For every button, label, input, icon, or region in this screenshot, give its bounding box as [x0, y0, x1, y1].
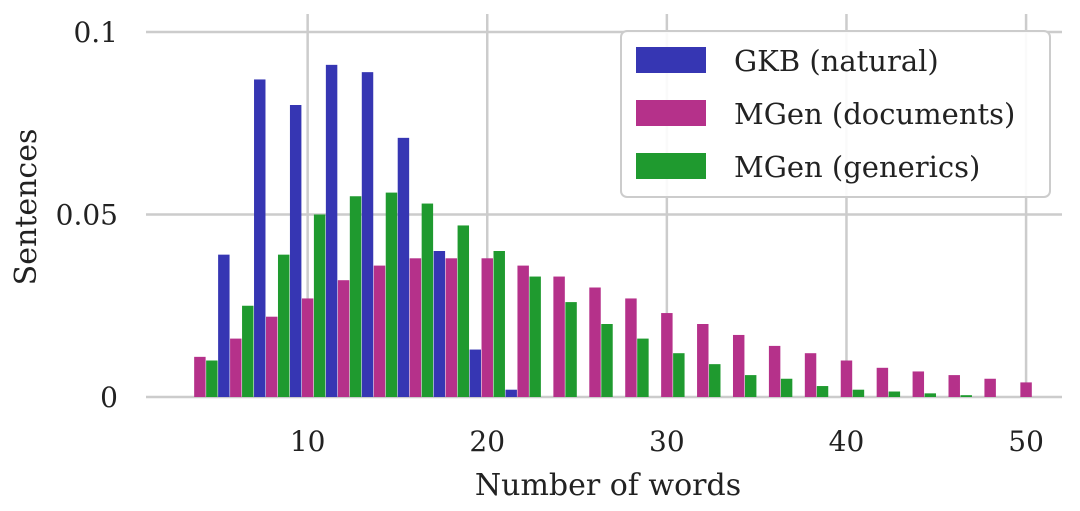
- bar: [876, 367, 889, 397]
- bar: [337, 280, 350, 397]
- bar: [637, 338, 649, 397]
- bar: [505, 389, 517, 397]
- x-tick-label: 20: [469, 425, 505, 458]
- x-tick-label: 30: [649, 425, 685, 458]
- bar: [289, 105, 302, 397]
- x-axis-title: Number of words: [475, 468, 741, 503]
- bar: [697, 324, 709, 397]
- bar: [206, 360, 218, 397]
- bar: [816, 386, 829, 397]
- legend-swatch: [636, 153, 706, 179]
- bar: [254, 79, 266, 397]
- bar: [601, 324, 613, 397]
- bar: [266, 316, 278, 397]
- bar: [313, 214, 326, 397]
- bar: [553, 276, 565, 397]
- bar: [409, 258, 422, 397]
- bars: [194, 64, 1032, 398]
- bar: [194, 356, 206, 397]
- bar: [433, 251, 446, 397]
- legend-label: GKB (natural): [734, 44, 939, 78]
- bar: [948, 375, 960, 397]
- legend-swatch: [636, 47, 706, 73]
- legend-box: [620, 30, 1051, 198]
- bar: [481, 258, 493, 397]
- bar: [625, 298, 637, 397]
- bar: [589, 287, 601, 397]
- bar: [230, 338, 242, 397]
- bar: [385, 192, 398, 397]
- bar: [768, 345, 781, 397]
- bar: [661, 313, 673, 397]
- legend: GKB (natural) MGen (documents) MGen (gener…: [620, 30, 1051, 198]
- bar: [780, 378, 793, 397]
- bar: [218, 254, 230, 397]
- bar: [804, 353, 817, 397]
- bar: [912, 371, 925, 397]
- bar: [445, 258, 458, 397]
- bar: [840, 360, 853, 397]
- bar: [373, 265, 386, 397]
- y-tick-label: 0.1: [73, 16, 118, 49]
- legend-label: MGen (generics): [734, 150, 980, 184]
- bar: [457, 225, 470, 397]
- bar: [744, 375, 757, 397]
- bar: [325, 64, 338, 397]
- x-tick-label: 40: [829, 425, 865, 458]
- bar: [421, 203, 434, 397]
- bar: [529, 276, 541, 397]
- bar: [242, 305, 254, 397]
- bar: [493, 251, 505, 397]
- bar: [397, 137, 410, 397]
- bar: [709, 364, 721, 397]
- tick-labels: 10 20 30 40 50 0 0.05 0.1: [56, 16, 1044, 458]
- bar: [277, 254, 290, 397]
- x-tick-label: 50: [1008, 425, 1044, 458]
- x-tick-label: 10: [290, 425, 326, 458]
- bar: [888, 391, 901, 397]
- bar: [301, 298, 314, 397]
- bar: [349, 196, 362, 397]
- bar: [565, 302, 577, 397]
- bar: [673, 353, 685, 397]
- bar: [361, 72, 374, 398]
- bar: [732, 334, 745, 397]
- bar: [984, 378, 996, 397]
- legend-label: MGen (documents): [734, 97, 1015, 131]
- bar: [469, 349, 482, 397]
- y-tick-label: 0.05: [56, 199, 118, 232]
- legend-swatch: [636, 100, 706, 126]
- y-tick-label: 0: [100, 381, 118, 414]
- bar: [960, 395, 972, 397]
- bar: [517, 265, 529, 397]
- y-axis-title: Sentences: [9, 129, 44, 286]
- bar: [852, 389, 865, 397]
- bar: [924, 393, 937, 397]
- bar: [1020, 382, 1032, 397]
